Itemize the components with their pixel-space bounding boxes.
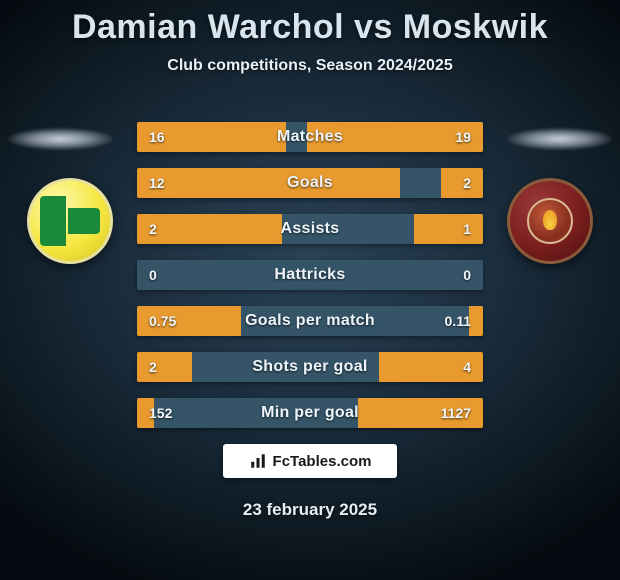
stats-bars: 1619Matches 122Goals 21Assists 00Hattricks 0… <box>137 122 483 444</box>
page-subtitle: Club competitions, Season 2024/2025 <box>0 57 620 75</box>
stat-row: 21Assists <box>137 214 483 244</box>
stat-row: 1619Matches <box>137 122 483 152</box>
stat-label: Matches <box>137 122 483 152</box>
badge-shadow-right <box>507 128 612 150</box>
club-badge-right-emblem <box>527 198 573 244</box>
badge-shadow-left <box>8 128 113 150</box>
club-badge-left-emblem <box>40 196 100 246</box>
stat-label: Min per goal <box>137 398 483 428</box>
stat-row: 1521127Min per goal <box>137 398 483 428</box>
date-label: 23 february 2025 <box>0 500 620 520</box>
stat-label: Goals per match <box>137 306 483 336</box>
stat-label: Goals <box>137 168 483 198</box>
stat-label: Shots per goal <box>137 352 483 382</box>
stat-row: 0.750.11Goals per match <box>137 306 483 336</box>
club-badge-left <box>27 178 113 264</box>
stat-row: 00Hattricks <box>137 260 483 290</box>
club-badge-right <box>507 178 593 264</box>
watermark: FcTables.com <box>223 444 397 478</box>
page-title: Damian Warchol vs Moskwik <box>0 0 620 47</box>
comparison-card: Damian Warchol vs Moskwik Club competiti… <box>0 0 620 580</box>
stat-row: 24Shots per goal <box>137 352 483 382</box>
stat-label: Assists <box>137 214 483 244</box>
stat-row: 122Goals <box>137 168 483 198</box>
stat-label: Hattricks <box>137 260 483 290</box>
chart-icon <box>249 452 267 470</box>
watermark-text: FcTables.com <box>273 453 372 470</box>
